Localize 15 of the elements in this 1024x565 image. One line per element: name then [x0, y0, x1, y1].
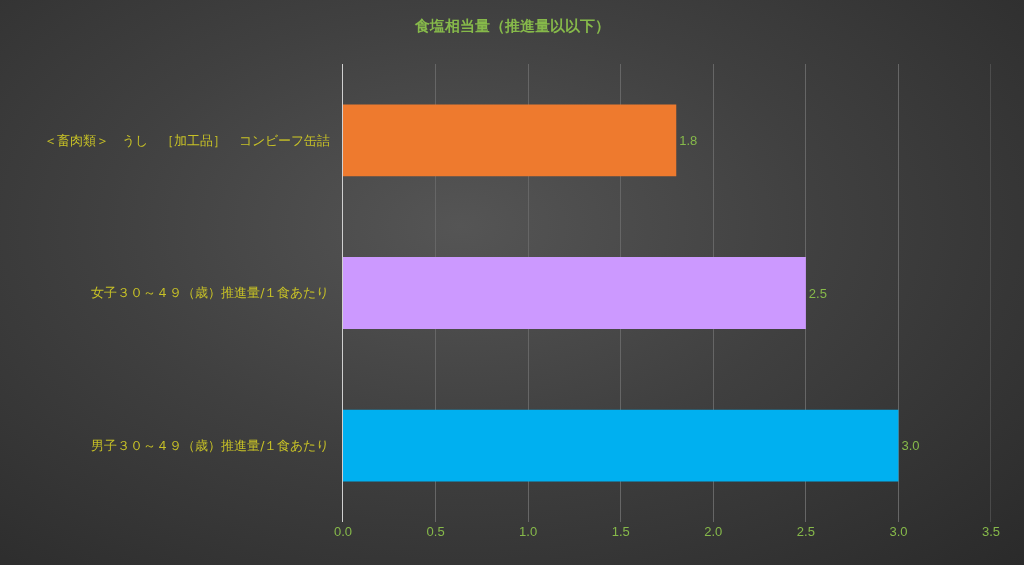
x-tick-label: 2.0: [704, 524, 723, 539]
chart-title: 食塩相当量（推進量以以下）: [413, 16, 610, 35]
x-tick-label: 1.0: [519, 524, 538, 539]
y-tick-label: ＜畜肉類＞ うし ［加工品］ コンビーフ缶詰: [43, 132, 330, 148]
x-tick-label: 0.0: [333, 524, 353, 539]
y-tick-label: 男子３０～４９（歳）推進量/１食あたり: [91, 438, 330, 454]
x-tick-label: 1.5: [611, 524, 630, 539]
x-tick-label: 0.5: [426, 524, 445, 539]
x-tick-label: 3.0: [889, 524, 908, 539]
x-tick-label: 2.5: [796, 524, 815, 539]
data-label: 1.8: [679, 132, 698, 148]
y-tick-label: 女子３０～４９（歳）推進量/１食あたり: [91, 285, 330, 301]
data-label: 2.5: [808, 285, 827, 301]
data-label: 3.0: [901, 438, 920, 454]
x-tick-label: 3.5: [981, 524, 1001, 539]
